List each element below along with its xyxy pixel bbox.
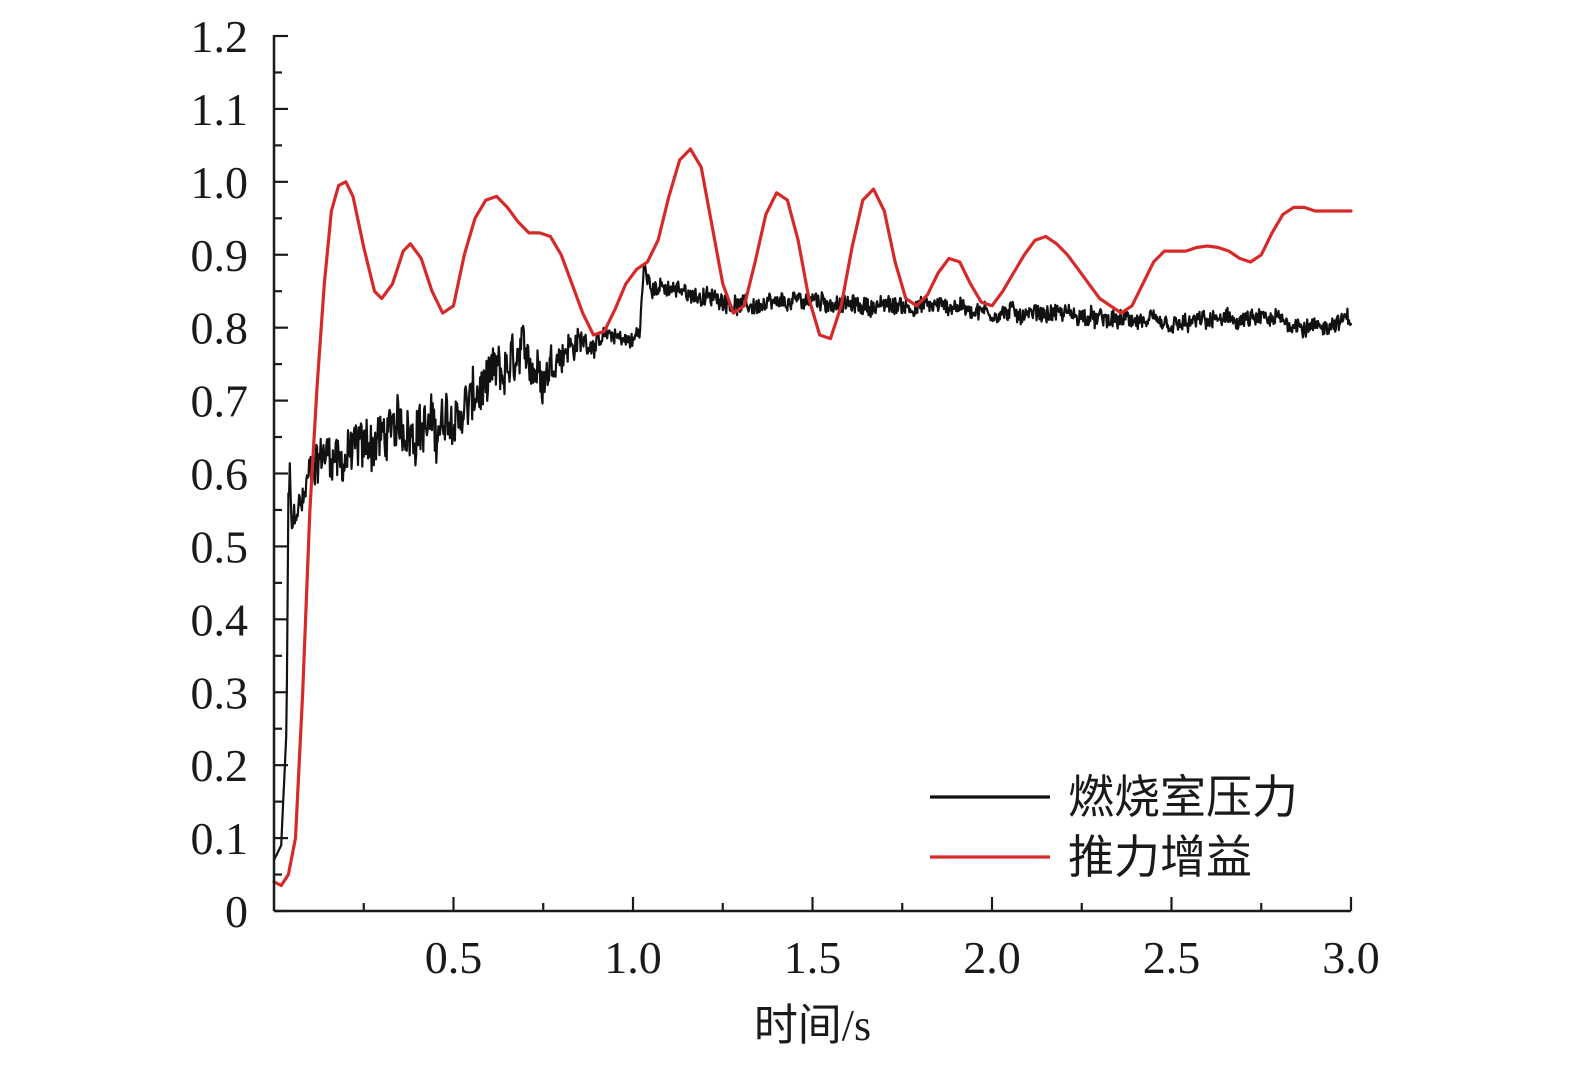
y-tick-label: 0.7 — [191, 376, 249, 427]
legend-label: 燃烧室压力 — [1068, 772, 1298, 823]
x-tick-label: 1.5 — [784, 932, 842, 983]
x-ticks: 0.5 1.0 1.5 2.0 2.5 3.0 — [362, 897, 1380, 983]
y-tick-label: 0.3 — [191, 667, 249, 718]
series-layer — [272, 147, 1353, 888]
y-tick-label: 1.1 — [191, 84, 249, 135]
series-line-1 — [272, 264, 1353, 862]
legend-label: 推力增益 — [1068, 832, 1252, 883]
y-ticks: 0 0.1 0.2 0.3 0.4 0.5 0.6 0.7 0.8 0.9 1.0 1.1 1.2 — [191, 11, 288, 937]
x-axis-title: 时间/s — [754, 1001, 871, 1050]
y-tick-label: 1.0 — [191, 157, 249, 208]
y-tick-label: 0.9 — [191, 230, 249, 281]
y-tick-label: 0.8 — [191, 303, 249, 354]
x-tick-label: 2.0 — [963, 932, 1021, 983]
y-tick-label: 0.5 — [191, 521, 249, 572]
x-tick-label: 3.0 — [1322, 932, 1380, 983]
y-tick-label: 0.1 — [191, 813, 249, 864]
y-tick-label: 0.6 — [191, 449, 249, 500]
x-tick-label: 2.5 — [1143, 932, 1201, 983]
x-tick-label: 0.5 — [425, 932, 483, 983]
x-tick-label: 1.0 — [604, 932, 662, 983]
y-tick-label: 0 — [225, 886, 248, 937]
y-tick-label: 0.4 — [191, 594, 249, 645]
y-tick-label: 1.2 — [191, 11, 249, 62]
y-tick-label: 0.2 — [191, 740, 249, 791]
series-line-2 — [272, 147, 1353, 888]
